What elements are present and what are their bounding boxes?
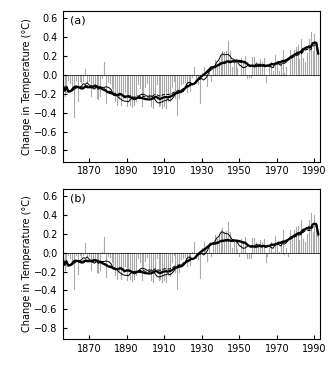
Text: (b): (b) xyxy=(70,193,86,203)
Text: (a): (a) xyxy=(70,15,86,26)
Y-axis label: Change in Temperature (°C): Change in Temperature (°C) xyxy=(21,196,32,333)
Y-axis label: Change in Temperature (°C): Change in Temperature (°C) xyxy=(21,18,32,155)
